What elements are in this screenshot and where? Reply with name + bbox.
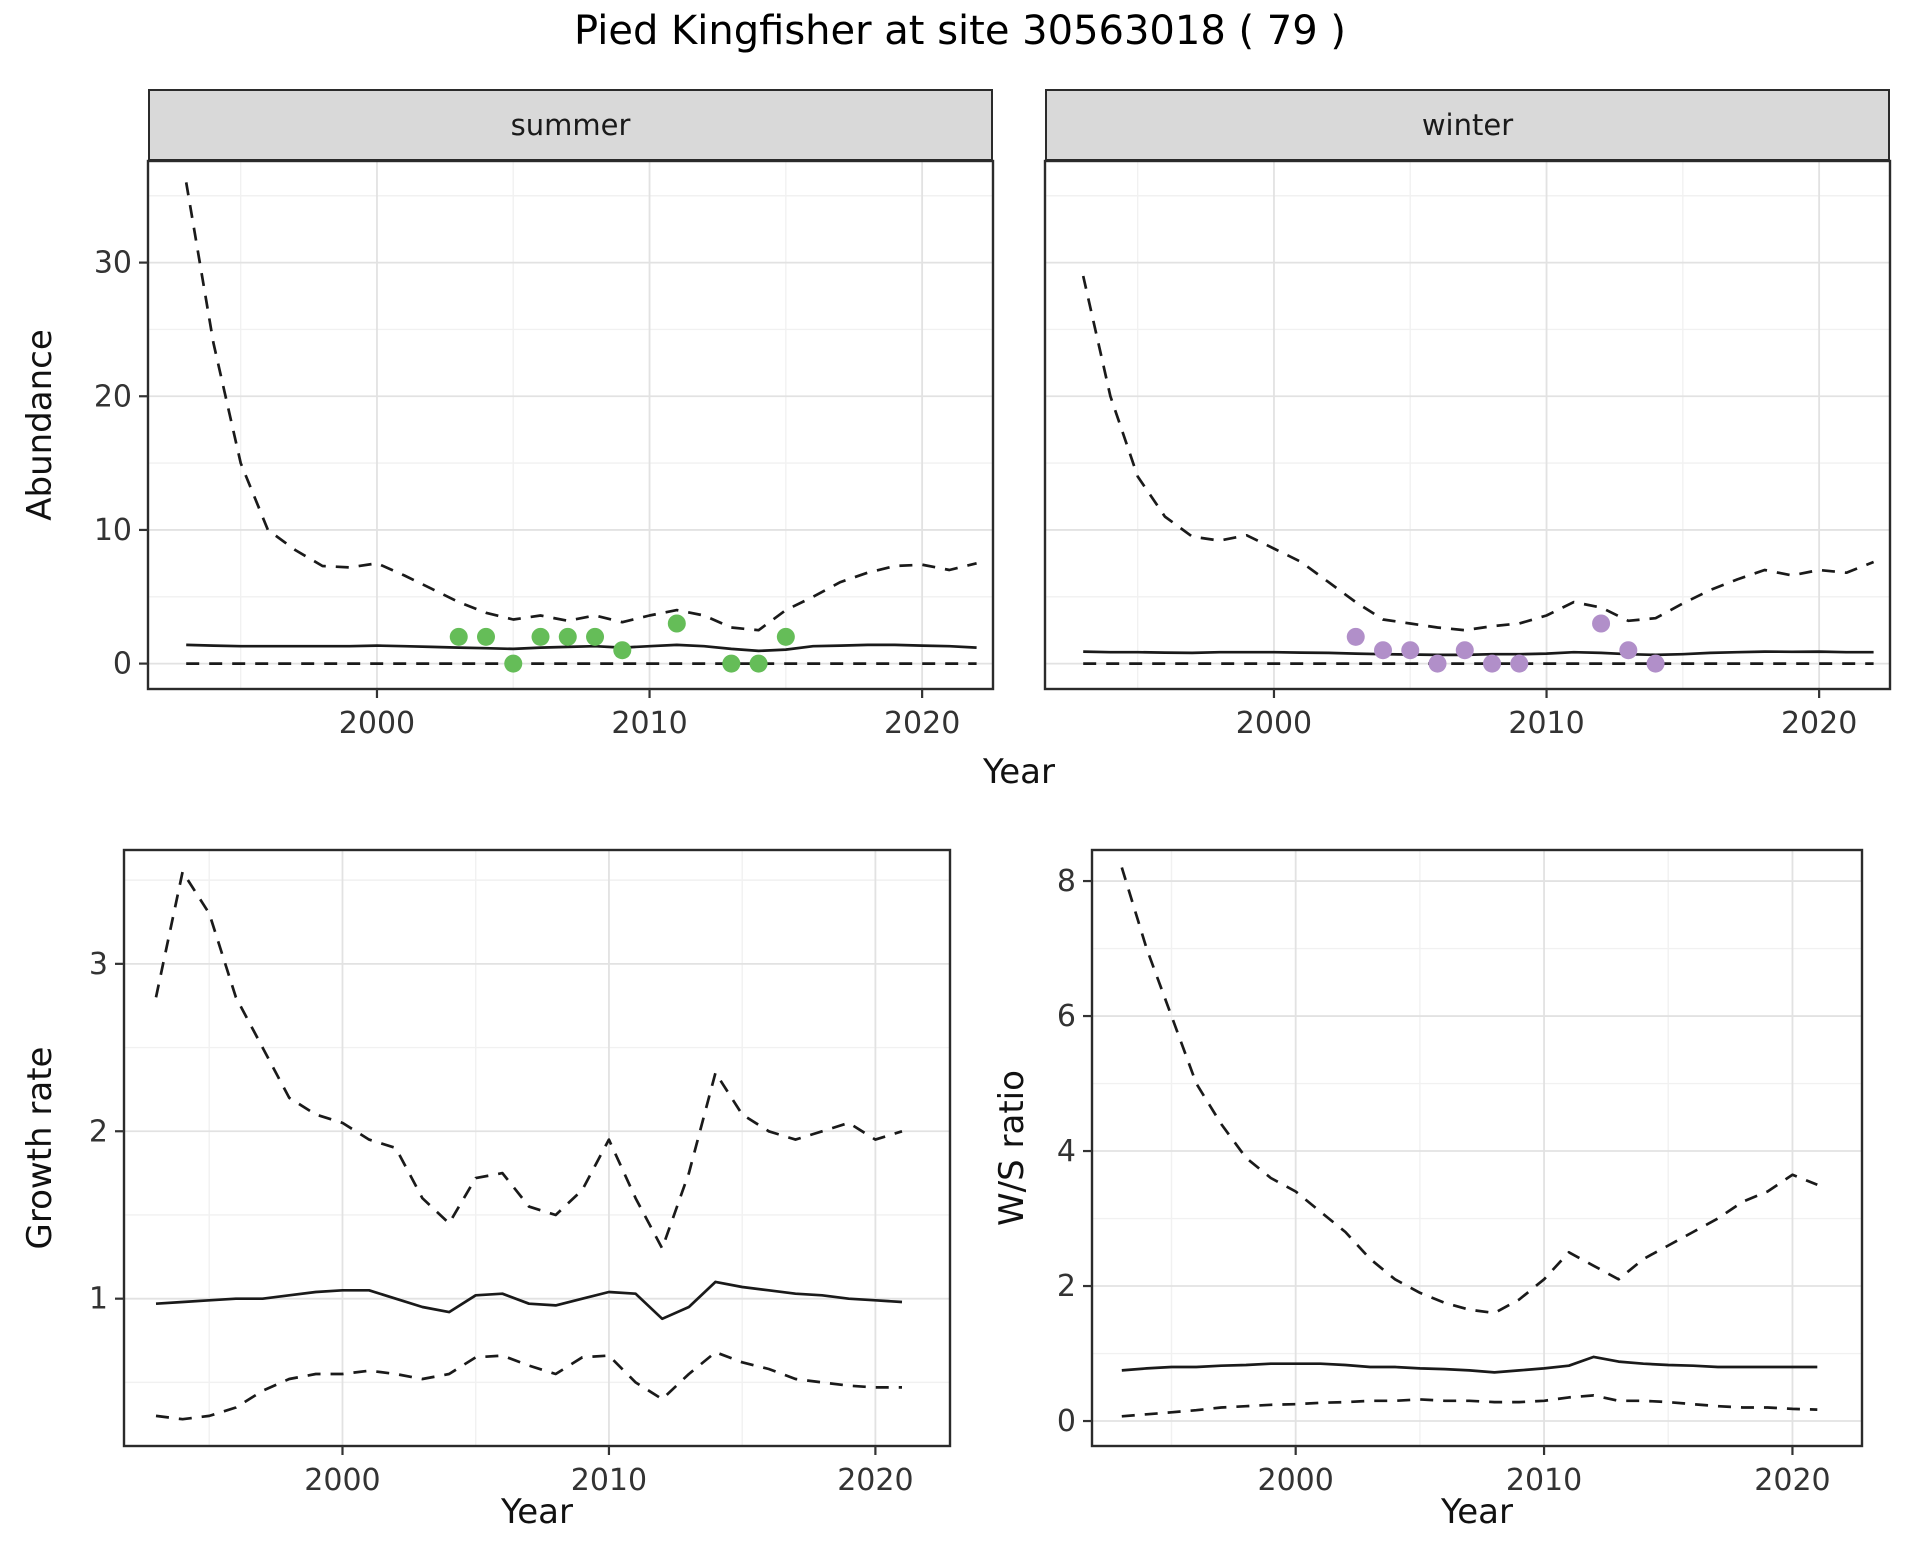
svg-text:2: 2 (1057, 1269, 1076, 1304)
svg-text:2: 2 (89, 1114, 108, 1149)
year-axis-title-top: Year (983, 752, 1055, 792)
svg-text:3: 3 (89, 947, 108, 982)
svg-text:2020: 2020 (1781, 706, 1857, 741)
year-axis-title-bottom-right: Year (1441, 1492, 1513, 1532)
svg-text:2000: 2000 (1236, 706, 1312, 741)
abundance-axis-title: Abundance (20, 329, 60, 521)
svg-text:0: 0 (113, 647, 132, 682)
svg-text:2020: 2020 (837, 1463, 913, 1498)
abundance-summer-plot: 2000 2010 2020 0 10 20 30 (94, 159, 995, 741)
ws-ratio-axis-title: W/S ratio (992, 1070, 1032, 1226)
svg-text:0: 0 (1057, 1404, 1076, 1439)
growth-rate-axis-title: Growth rate (20, 1046, 60, 1250)
figure-title: Pied Kingfisher at site 30563018 ( 79 ) (573, 8, 1347, 54)
growth-rate-plot: 2000 2010 2020 1 2 3 (89, 848, 952, 1498)
svg-text:2010: 2010 (1506, 1463, 1582, 1498)
svg-text:2010: 2010 (571, 1463, 647, 1498)
svg-text:8: 8 (1057, 864, 1076, 899)
facet-strip-winter-label: winter (1421, 108, 1514, 142)
year-axis-title-bottom-left: Year (501, 1492, 573, 1532)
abundance-winter-plot: 2000 2010 2020 (1043, 159, 1892, 741)
svg-text:2020: 2020 (884, 706, 960, 741)
svg-text:20: 20 (94, 379, 132, 414)
svg-text:10: 10 (94, 513, 132, 548)
svg-text:2000: 2000 (1257, 1463, 1333, 1498)
facet-strip-summer-label: summer (510, 108, 631, 142)
svg-text:4: 4 (1057, 1134, 1076, 1169)
svg-text:2010: 2010 (611, 706, 687, 741)
svg-text:6: 6 (1057, 999, 1076, 1034)
svg-text:2000: 2000 (304, 1463, 380, 1498)
facet-strip-summer: summer (148, 89, 993, 161)
svg-text:2020: 2020 (1754, 1463, 1830, 1498)
svg-text:1: 1 (89, 1282, 108, 1317)
svg-text:30: 30 (94, 246, 132, 281)
svg-text:2010: 2010 (1508, 706, 1584, 741)
ws-ratio-plot: 2000 2010 2020 0 2 4 6 8 (1057, 848, 1864, 1498)
svg-text:2000: 2000 (339, 706, 415, 741)
